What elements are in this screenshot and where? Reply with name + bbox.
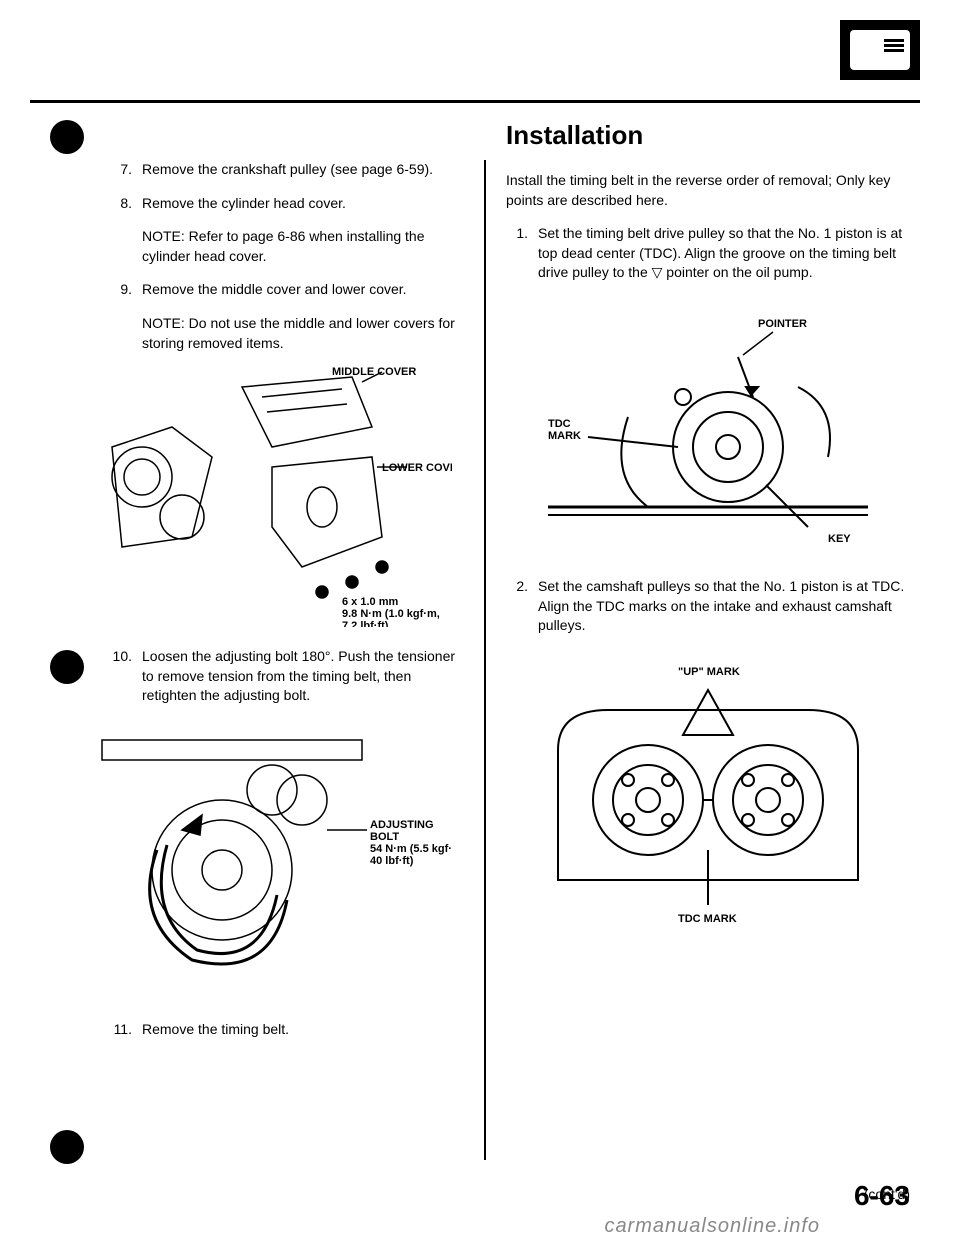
engine-glyph	[850, 30, 910, 70]
intro-text: Install the timing belt in the reverse o…	[506, 171, 910, 210]
label-tdc-mark: TDC MARK	[678, 913, 737, 925]
step-number: 7.	[110, 160, 132, 180]
step-text: Set the camshaft pulleys so that the No.…	[538, 577, 910, 636]
page-content: 7. Remove the crankshaft pulley (see pag…	[60, 110, 910, 1202]
label-adjusting-bolt: BOLT	[370, 831, 399, 843]
step-number: 2.	[506, 577, 528, 636]
label-bolt-spec: 9.8 N·m (1.0 kgf·m,	[342, 608, 440, 620]
header-rule	[30, 100, 920, 103]
step-note: NOTE: Do not use the middle and lower co…	[110, 314, 464, 353]
bullet-icon	[50, 120, 84, 154]
step-text: Remove the middle cover and lower cover.	[142, 280, 464, 300]
step-number: 8.	[110, 194, 132, 214]
left-column: 7. Remove the crankshaft pulley (see pag…	[60, 110, 464, 1202]
step-text: Loosen the adjusting bolt 180°. Push the…	[142, 647, 464, 706]
step-10: 10. Loosen the adjusting bolt 180°. Push…	[110, 647, 464, 706]
bullet-icon	[50, 650, 84, 684]
label-lower-cover: LOWER COVER	[382, 462, 452, 474]
step-number	[110, 227, 132, 266]
step-number: 1.	[506, 224, 528, 283]
figure-camshaft-pulleys: "UP" MARK TDC MARK	[506, 650, 910, 930]
label-bolt-spec: 6 x 1.0 mm	[342, 596, 398, 608]
figure-adjusting-bolt: ADJUSTING BOLT 54 N·m (5.5 kgf·m, 40 lbf…	[60, 720, 464, 1000]
label-key: KEY	[828, 533, 851, 545]
label-tdc-mark: MARK	[548, 430, 581, 442]
step-number: 9.	[110, 280, 132, 300]
watermark: carmanualsonline.info	[604, 1215, 820, 1238]
figure-covers: MIDDLE COVER LOWER COVER 6 x 1.0 mm 9.8 …	[60, 367, 464, 627]
label-pointer: POINTER	[758, 318, 807, 330]
step-text: Remove the timing belt.	[142, 1020, 464, 1040]
step-9: 9. Remove the middle cover and lower cov…	[110, 280, 464, 300]
step-text: Remove the crankshaft pulley (see page 6…	[142, 160, 464, 180]
section-title: Installation	[506, 120, 910, 151]
step-text: Remove the cylinder head cover.	[142, 194, 464, 214]
step-11: 11. Remove the timing belt.	[110, 1020, 464, 1040]
step-number: 10.	[110, 647, 132, 706]
manual-corner-icon	[840, 20, 920, 80]
figure-tdc-pointer: POINTER TDC MARK KEY	[506, 297, 910, 557]
step-7: 7. Remove the crankshaft pulley (see pag…	[110, 160, 464, 180]
step-8: 8. Remove the cylinder head cover.	[110, 194, 464, 214]
column-divider	[484, 160, 486, 1160]
step-note: NOTE: Refer to page 6-86 when installing…	[110, 227, 464, 266]
right-column: Installation Install the timing belt in …	[506, 110, 910, 1202]
label-tdc-mark: TDC	[548, 418, 571, 430]
label-up-mark: "UP" MARK	[678, 666, 740, 678]
label-adjusting-bolt: 54 N·m (5.5 kgf·m,	[370, 843, 452, 855]
label-adjusting-bolt: ADJUSTING	[370, 819, 434, 831]
step-text: NOTE: Refer to page 6-86 when installing…	[142, 227, 464, 266]
label-adjusting-bolt: 40 lbf·ft)	[370, 855, 414, 867]
label-middle-cover: MIDDLE COVER	[332, 367, 416, 378]
step-2: 2. Set the camshaft pulleys so that the …	[506, 577, 910, 636]
step-1: 1. Set the timing belt drive pulley so t…	[506, 224, 910, 283]
bullet-icon	[50, 1130, 84, 1164]
step-number	[110, 314, 132, 353]
label-bolt-spec: 7.2 lbf·ft)	[342, 620, 389, 627]
step-text: NOTE: Do not use the middle and lower co…	[142, 314, 464, 353]
step-text: Set the timing belt drive pulley so that…	[538, 224, 910, 283]
step-number: 11.	[110, 1020, 132, 1040]
page-number: 6-63	[854, 1180, 910, 1212]
